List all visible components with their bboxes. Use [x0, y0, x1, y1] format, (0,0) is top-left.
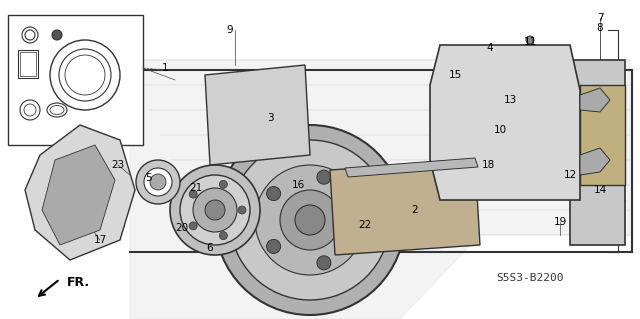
Circle shape — [317, 256, 331, 270]
Polygon shape — [130, 60, 630, 319]
Text: 17: 17 — [93, 235, 107, 245]
Text: 18: 18 — [481, 160, 495, 170]
Circle shape — [267, 187, 280, 201]
Circle shape — [491, 91, 519, 119]
Circle shape — [170, 165, 260, 255]
Text: 11: 11 — [524, 37, 536, 47]
Circle shape — [50, 40, 120, 110]
Text: 21: 21 — [189, 183, 203, 193]
Circle shape — [475, 75, 535, 135]
Circle shape — [483, 83, 527, 127]
Polygon shape — [42, 145, 115, 245]
Text: 19: 19 — [554, 217, 566, 227]
Text: 10: 10 — [493, 125, 507, 135]
Text: FR.: FR. — [67, 276, 90, 288]
Bar — [18, 50, 38, 78]
Circle shape — [189, 222, 197, 230]
Circle shape — [189, 190, 197, 198]
Text: 12: 12 — [563, 170, 577, 180]
Circle shape — [280, 190, 340, 250]
Text: 20: 20 — [175, 223, 189, 233]
Text: 23: 23 — [111, 160, 125, 170]
Circle shape — [136, 160, 180, 204]
Polygon shape — [205, 65, 310, 165]
Circle shape — [220, 232, 227, 240]
Text: 2: 2 — [412, 205, 419, 215]
Circle shape — [150, 174, 166, 190]
Circle shape — [65, 55, 105, 95]
Circle shape — [180, 175, 250, 245]
Circle shape — [25, 30, 35, 40]
Text: 15: 15 — [449, 70, 461, 80]
Text: 5: 5 — [145, 173, 151, 183]
Text: 7: 7 — [596, 13, 604, 23]
Text: 8: 8 — [596, 23, 604, 33]
Polygon shape — [25, 125, 135, 260]
Circle shape — [494, 159, 516, 181]
Circle shape — [205, 200, 225, 220]
Text: 1: 1 — [162, 63, 168, 73]
Circle shape — [220, 180, 227, 188]
Text: 22: 22 — [358, 220, 372, 230]
Polygon shape — [570, 60, 625, 245]
Circle shape — [59, 49, 111, 101]
Text: 16: 16 — [291, 180, 305, 190]
Polygon shape — [330, 160, 480, 255]
Text: S5S3-B2200: S5S3-B2200 — [496, 273, 564, 283]
Text: 4: 4 — [486, 43, 493, 53]
Circle shape — [484, 168, 492, 176]
Circle shape — [52, 30, 62, 40]
Bar — [355, 192, 375, 217]
Text: 9: 9 — [227, 25, 234, 35]
Circle shape — [348, 213, 362, 227]
Circle shape — [215, 125, 405, 315]
Circle shape — [449, 79, 461, 91]
Ellipse shape — [50, 106, 64, 115]
Circle shape — [317, 170, 331, 184]
Polygon shape — [345, 158, 478, 177]
Circle shape — [480, 145, 530, 195]
Text: 3: 3 — [267, 113, 273, 123]
Circle shape — [526, 36, 534, 44]
Text: 14: 14 — [593, 185, 607, 195]
Circle shape — [20, 100, 40, 120]
Circle shape — [487, 152, 523, 188]
Polygon shape — [580, 88, 610, 112]
Bar — [20, 52, 36, 76]
Circle shape — [295, 205, 325, 235]
Circle shape — [238, 206, 246, 214]
Circle shape — [449, 49, 461, 61]
Circle shape — [22, 27, 38, 43]
Circle shape — [24, 104, 36, 116]
Circle shape — [230, 140, 390, 300]
Text: 6: 6 — [207, 243, 213, 253]
Text: 13: 13 — [504, 95, 516, 105]
Circle shape — [267, 240, 280, 254]
Bar — [8, 15, 143, 145]
Polygon shape — [430, 45, 580, 200]
Ellipse shape — [47, 103, 67, 117]
Circle shape — [505, 90, 515, 100]
Polygon shape — [580, 85, 625, 185]
Circle shape — [144, 168, 172, 196]
Circle shape — [255, 165, 365, 275]
Polygon shape — [580, 148, 610, 175]
Circle shape — [193, 188, 237, 232]
